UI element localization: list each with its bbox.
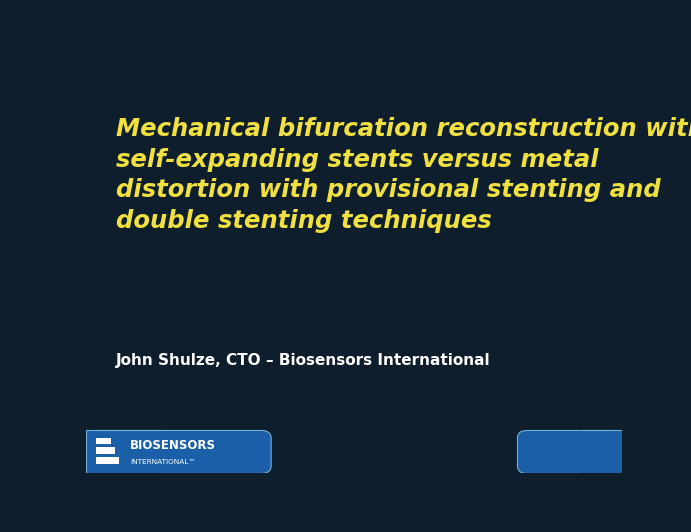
Bar — [96, 447, 115, 454]
Bar — [86, 430, 160, 473]
Text: INTERNATIONAL™: INTERNATIONAL™ — [131, 459, 196, 465]
Text: John Shulze, CTO – Biosensors International: John Shulze, CTO – Biosensors Internatio… — [116, 353, 491, 368]
Bar — [580, 430, 622, 473]
Bar — [96, 438, 111, 444]
Bar — [86, 418, 622, 473]
FancyBboxPatch shape — [518, 430, 622, 473]
Bar — [96, 456, 118, 464]
Text: Mechanical bifurcation reconstruction with
self-expanding stents versus metal
di: Mechanical bifurcation reconstruction wi… — [116, 117, 691, 233]
Text: BIOSENSORS: BIOSENSORS — [131, 439, 216, 452]
FancyBboxPatch shape — [86, 430, 271, 473]
